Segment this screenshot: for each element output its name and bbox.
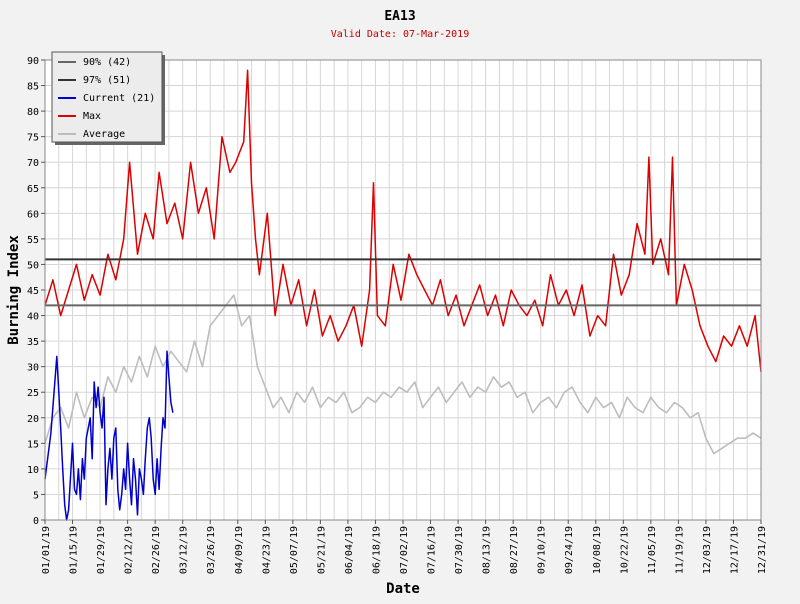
x-tick-label: 12/31/19 xyxy=(757,526,768,574)
y-tick-label: 25 xyxy=(27,388,39,399)
y-tick-label: 55 xyxy=(27,235,39,246)
series-line-max xyxy=(44,69,762,372)
x-tick-label: 09/10/19 xyxy=(537,526,548,574)
x-tick-label: 07/16/19 xyxy=(427,526,438,574)
y-tick-label: 75 xyxy=(27,133,39,144)
x-tick-label: 10/08/19 xyxy=(592,526,603,574)
x-tick-label: 05/07/19 xyxy=(289,526,300,574)
y-tick-label: 35 xyxy=(27,337,39,348)
x-tick-label: 03/26/19 xyxy=(206,526,217,574)
x-tick-label: 07/30/19 xyxy=(454,526,465,574)
x-tick-label: 08/13/19 xyxy=(482,526,493,574)
y-tick-label: 5 xyxy=(33,490,39,501)
x-tick-label: 11/19/19 xyxy=(674,526,685,574)
x-tick-label: 06/18/19 xyxy=(371,526,382,574)
x-tick-label: 03/12/19 xyxy=(179,526,190,574)
x-tick-label: 04/23/19 xyxy=(261,526,272,574)
legend-label-max: Max xyxy=(83,111,101,122)
series-line-current xyxy=(44,350,174,521)
y-tick-label: 60 xyxy=(27,209,39,220)
legend-label-p90: 90% (42) xyxy=(83,57,131,68)
y-tick-label: 65 xyxy=(27,184,39,195)
y-tick-label: 80 xyxy=(27,107,39,118)
x-tick-label: 08/27/19 xyxy=(509,526,520,574)
x-tick-label: 06/04/19 xyxy=(344,526,355,574)
x-tick-label: 01/29/19 xyxy=(96,526,107,574)
axis-layer: 0 5 10 15 20 25 30 35 40 45 50 55 60 65 70 75 80 85 90 01/0… xyxy=(27,56,768,574)
x-tick-label: 02/12/19 xyxy=(124,526,135,574)
y-tick-label: 0 xyxy=(33,516,39,527)
x-tick-label: 04/09/19 xyxy=(234,526,245,574)
x-tick-label: 10/22/19 xyxy=(619,526,630,574)
legend: 90% (42) 97% (51) Current (21) Max Avera… xyxy=(51,51,165,145)
x-tick-label: 05/21/19 xyxy=(316,526,327,574)
y-axis-label: Burning Index xyxy=(6,235,22,345)
y-tick-label: 45 xyxy=(27,286,39,297)
legend-label-current: Current (21) xyxy=(83,93,155,104)
chart-subtitle: Valid Date: 07-Mar-2019 xyxy=(331,29,469,40)
x-tick-label: 12/03/19 xyxy=(702,526,713,574)
legend-label-p97: 97% (51) xyxy=(83,75,131,86)
x-tick-label: 01/01/19 xyxy=(41,526,52,574)
legend-label-average: Average xyxy=(83,129,125,140)
chart-title: EA13 xyxy=(384,9,415,24)
y-tick-label: 10 xyxy=(27,465,39,476)
x-tick-label: 12/17/19 xyxy=(729,526,740,574)
x-tick-label: 02/26/19 xyxy=(151,526,162,574)
y-tick-label: 90 xyxy=(27,56,39,67)
x-tick-label: 09/24/19 xyxy=(564,526,575,574)
y-tick-label: 40 xyxy=(27,312,39,323)
y-tick-label: 70 xyxy=(27,158,39,169)
y-tick-label: 30 xyxy=(27,363,39,374)
series-line-average xyxy=(44,294,762,455)
x-tick-label: 01/15/19 xyxy=(69,526,80,574)
y-tick-label: 85 xyxy=(27,82,39,93)
y-tick-label: 50 xyxy=(27,260,39,271)
y-tick-label: 15 xyxy=(27,439,39,450)
x-axis-label: Date xyxy=(386,581,420,597)
x-tick-label: 07/02/19 xyxy=(399,526,410,574)
x-tick-label: 11/05/19 xyxy=(647,526,658,574)
y-tick-label: 20 xyxy=(27,414,39,425)
series-layer xyxy=(44,69,762,521)
